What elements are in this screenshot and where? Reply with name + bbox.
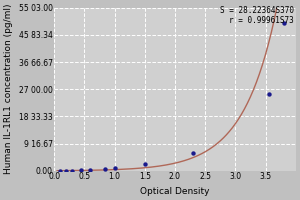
Point xyxy=(142,163,147,166)
Point xyxy=(266,92,271,95)
Point xyxy=(103,167,108,171)
Point xyxy=(58,169,63,172)
Point xyxy=(88,168,93,171)
Point xyxy=(112,167,117,170)
Point xyxy=(281,21,286,24)
Point xyxy=(64,169,69,172)
Text: S = 28.22364S370
r = 0.99961S73: S = 28.22364S370 r = 0.99961S73 xyxy=(220,6,294,25)
Point xyxy=(191,151,196,155)
Point xyxy=(70,169,75,172)
Point xyxy=(79,169,84,172)
X-axis label: Optical Density: Optical Density xyxy=(140,187,210,196)
Y-axis label: Human IL-1RL1 concentration (pg/ml): Human IL-1RL1 concentration (pg/ml) xyxy=(4,4,13,174)
